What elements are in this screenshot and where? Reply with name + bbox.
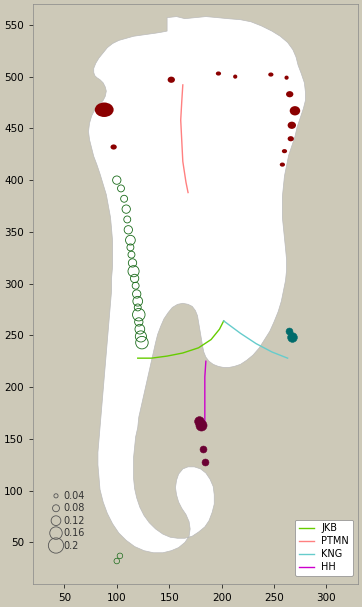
Point xyxy=(125,225,131,235)
Ellipse shape xyxy=(290,106,300,115)
Ellipse shape xyxy=(95,103,114,117)
Point xyxy=(121,194,127,203)
Point xyxy=(286,327,291,336)
Ellipse shape xyxy=(288,121,296,129)
Point xyxy=(125,215,130,225)
Point xyxy=(131,266,136,276)
Ellipse shape xyxy=(282,149,287,153)
Point xyxy=(53,503,59,513)
Point xyxy=(139,337,145,347)
Text: 0.2: 0.2 xyxy=(63,540,79,551)
Point xyxy=(289,333,295,342)
Ellipse shape xyxy=(168,76,175,83)
Point xyxy=(117,551,123,561)
Text: 0.12: 0.12 xyxy=(63,516,85,526)
Ellipse shape xyxy=(286,91,293,97)
Point xyxy=(53,541,59,551)
Point xyxy=(198,421,203,430)
Point xyxy=(53,528,59,538)
Point xyxy=(202,457,208,467)
Polygon shape xyxy=(88,16,306,553)
Point xyxy=(136,317,142,327)
Text: 0.08: 0.08 xyxy=(63,503,85,514)
Ellipse shape xyxy=(268,72,273,76)
Ellipse shape xyxy=(288,136,294,141)
Point xyxy=(114,175,120,185)
Point xyxy=(127,243,133,253)
Point xyxy=(132,274,138,283)
Point xyxy=(135,296,141,306)
Point xyxy=(53,491,59,501)
Point xyxy=(130,258,135,268)
Ellipse shape xyxy=(216,72,221,76)
Point xyxy=(133,281,139,291)
Point xyxy=(114,556,120,566)
Text: 0.04: 0.04 xyxy=(63,491,85,501)
Point xyxy=(137,324,143,334)
Ellipse shape xyxy=(233,75,237,79)
Point xyxy=(134,289,140,299)
Point xyxy=(123,204,129,214)
Ellipse shape xyxy=(280,163,285,167)
Point xyxy=(127,236,133,245)
Point xyxy=(53,516,59,526)
Point xyxy=(118,183,124,193)
Text: 0.16: 0.16 xyxy=(63,528,85,538)
Point xyxy=(195,416,201,426)
Point xyxy=(136,310,142,319)
Point xyxy=(135,302,141,312)
Ellipse shape xyxy=(110,144,117,149)
Point xyxy=(129,250,134,260)
Point xyxy=(138,331,144,341)
Point xyxy=(200,444,206,454)
Legend: JKB, PTMN, KNG, HH: JKB, PTMN, KNG, HH xyxy=(295,520,353,576)
Ellipse shape xyxy=(285,76,289,80)
